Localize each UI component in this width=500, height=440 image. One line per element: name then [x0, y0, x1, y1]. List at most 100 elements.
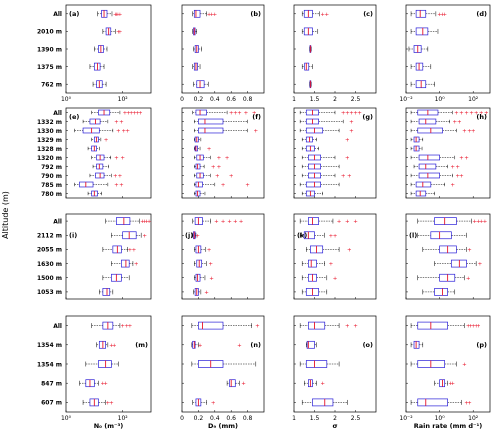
box-group [410, 145, 423, 152]
category-label: 1320 m [37, 155, 62, 162]
outlier-marker: + [237, 343, 242, 349]
box-group: + [192, 398, 216, 406]
outlier-marker: + [450, 381, 455, 387]
box-group [301, 288, 328, 296]
box-group: ++++++ [91, 109, 143, 117]
box-group [92, 80, 107, 89]
x-tick-label: 2 [333, 96, 337, 103]
box-group: ++ [301, 9, 329, 18]
outlier-marker: + [471, 324, 476, 330]
outlier-marker: + [466, 276, 471, 282]
category-label: 607 m [41, 400, 62, 407]
outlier-marker: + [221, 219, 226, 225]
outlier-marker: + [245, 183, 250, 189]
outlier-marker: + [112, 343, 117, 349]
outlier-marker: + [483, 219, 488, 225]
outlier-marker: + [320, 381, 325, 387]
category-label: 1330 m [37, 128, 62, 135]
outlier-marker: + [233, 111, 238, 117]
x-tick-label: 1.5 [310, 415, 320, 422]
outlier-marker: + [116, 129, 121, 135]
outlier-marker: + [462, 362, 467, 368]
box-group: + [306, 245, 352, 253]
box-group: ++ [82, 398, 114, 406]
box-group: ++ [299, 231, 338, 239]
outlier-marker: + [457, 120, 462, 126]
x-tick-label: 0.6 [226, 415, 236, 422]
box-group [87, 190, 102, 197]
box-group [301, 145, 319, 152]
outlier-marker: + [109, 343, 114, 349]
outlier-marker: + [455, 165, 460, 171]
x-tick-label: 0 [180, 415, 184, 422]
outlier-marker: + [132, 247, 137, 253]
outlier-marker: + [459, 156, 464, 162]
outlier-marker: + [345, 324, 350, 330]
box-group [410, 62, 432, 71]
outlier-marker: + [452, 120, 457, 126]
category-label: 2010 m [37, 29, 62, 36]
outlier-marker: + [252, 111, 257, 117]
panel-letter: (d) [476, 10, 487, 18]
category-label: 1375 m [37, 64, 62, 71]
category-label: 1354 m [37, 342, 62, 349]
box-group: +++++ [192, 217, 244, 225]
outlier-marker: + [345, 111, 350, 117]
outlier-marker: + [135, 111, 140, 117]
category-label: All [53, 218, 62, 225]
box [434, 288, 448, 296]
box-group: + [301, 136, 350, 144]
box-group: ++ [410, 172, 464, 180]
panel-letter: (f) [252, 113, 261, 121]
outlier-marker: + [459, 174, 464, 180]
panel-letter: (l) [409, 231, 417, 239]
panel-letter: (g) [362, 113, 373, 121]
x-tick-label: 10⁰ [61, 96, 72, 103]
box-group [194, 136, 202, 143]
outlier-marker: + [233, 219, 238, 225]
outlier-marker: + [195, 233, 200, 239]
box-group: +++++ [410, 321, 481, 330]
box-group: ++ [194, 181, 250, 189]
x-tick-label: 2.5 [351, 415, 361, 422]
box-group [94, 45, 108, 53]
panel-frame [65, 4, 152, 94]
panel-letter: (i) [69, 231, 77, 239]
x-tick-label: 0.4 [210, 415, 220, 422]
category-label: 847 m [41, 381, 62, 388]
outlier-marker: + [484, 111, 489, 117]
box-group [410, 340, 424, 349]
outlier-marker: + [450, 165, 455, 171]
outlier-marker: + [132, 111, 137, 117]
box-group [417, 231, 467, 240]
x-axis-label: Rain rate (mm d⁻¹) [414, 422, 483, 430]
category-label: 1630 m [37, 261, 62, 268]
x-tick-label: 0.2 [194, 415, 204, 422]
box-group [192, 27, 198, 36]
box [308, 321, 326, 330]
box [418, 154, 440, 161]
outlier-marker: + [333, 233, 338, 239]
box-group: +++ [192, 9, 217, 18]
box [89, 118, 101, 125]
box [305, 181, 321, 188]
outlier-marker: + [207, 12, 212, 18]
box-group [194, 118, 248, 125]
panel-letter: (p) [476, 341, 487, 349]
box-group [301, 398, 348, 407]
box-group: +++ [299, 217, 358, 225]
box-group: ++ [194, 172, 234, 180]
x-tick-label: 1.5 [310, 96, 320, 103]
category-label: 2055 m [37, 247, 62, 254]
box-group: + [301, 154, 350, 162]
category-label: 1500 m [37, 275, 62, 282]
category-label: 2112 m [37, 233, 62, 240]
panel-letter: (o) [363, 341, 373, 349]
outlier-marker: + [467, 129, 472, 135]
box-group [408, 45, 429, 53]
x-tick-label: 10² [468, 96, 479, 103]
box-group: + [410, 181, 455, 189]
box-group: +++ [410, 127, 476, 135]
box-group [99, 288, 114, 296]
outlier-marker: + [118, 174, 123, 180]
